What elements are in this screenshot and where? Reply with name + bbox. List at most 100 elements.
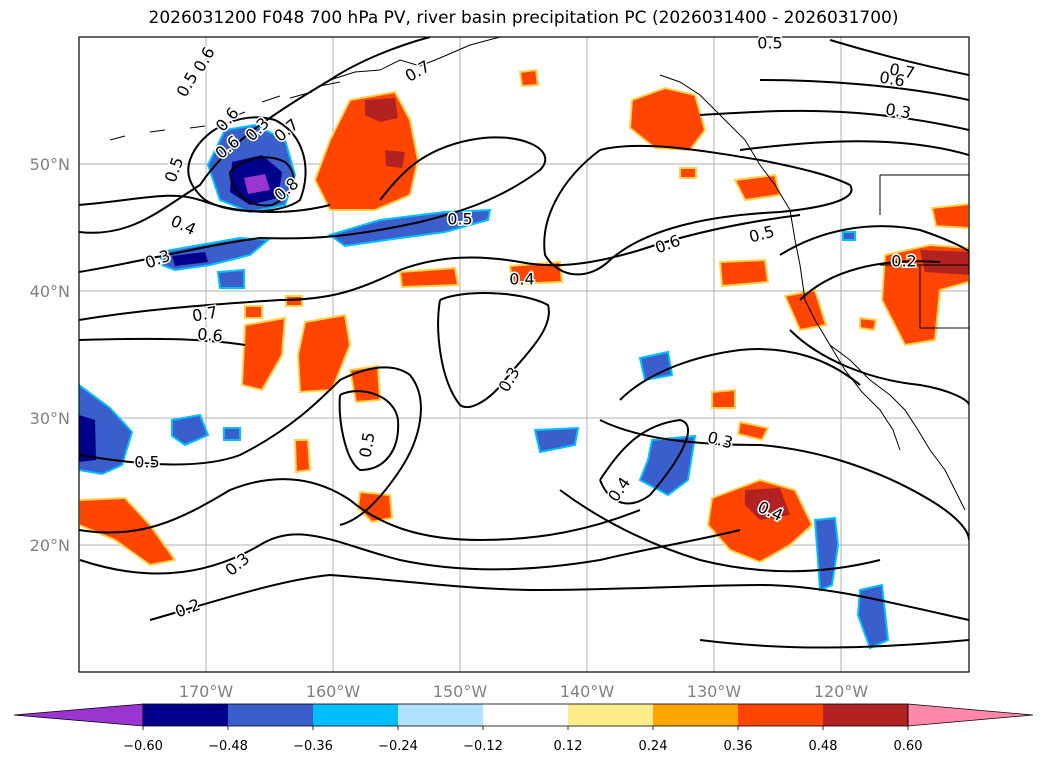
pv-contour bbox=[437, 292, 550, 408]
lat-tick-label: 40°N bbox=[30, 282, 70, 301]
negative-area bbox=[533, 426, 580, 454]
coastline-inland bbox=[879, 174, 969, 329]
colorbar-segment bbox=[823, 704, 908, 726]
positive-area bbox=[733, 173, 782, 202]
pv-contour bbox=[799, 260, 941, 301]
colorbar-tick-label: 0.24 bbox=[639, 739, 668, 754]
colorbar-tick-label: −0.60 bbox=[123, 739, 163, 754]
negative-precip-areas bbox=[79, 123, 890, 650]
contour-label: 0.6 bbox=[878, 67, 906, 90]
positive-area bbox=[628, 86, 707, 152]
contour-label: 0.5 bbox=[355, 431, 378, 459]
positive-area bbox=[385, 150, 405, 168]
contour-label: 0.5 bbox=[757, 34, 782, 53]
pv-contour bbox=[779, 225, 969, 256]
contour-label: 0.6 bbox=[197, 324, 224, 345]
contour-label: 0.5 bbox=[447, 210, 472, 229]
negative-area bbox=[327, 208, 492, 248]
pv-contour bbox=[599, 419, 969, 541]
lon-tick-label: 140°W bbox=[560, 682, 615, 701]
colorbar-tick-label: −0.36 bbox=[293, 739, 333, 754]
positive-area bbox=[920, 250, 969, 275]
positive-area bbox=[296, 313, 352, 394]
positive-area bbox=[859, 316, 878, 332]
colorbar-segment bbox=[228, 704, 313, 726]
contour-label: 0.4 bbox=[509, 270, 534, 289]
colorbar-tick-label: −0.12 bbox=[463, 739, 503, 754]
colorbar-extend-min bbox=[13, 703, 144, 727]
positive-area bbox=[240, 316, 287, 392]
pv-contour bbox=[599, 418, 690, 505]
pv-contour bbox=[543, 144, 853, 276]
coastline-aleutians bbox=[109, 81, 341, 141]
negative-area bbox=[172, 252, 208, 266]
positive-area bbox=[508, 260, 564, 286]
pv-contour bbox=[187, 116, 307, 213]
colorbar-border bbox=[142, 703, 909, 727]
colorbar-segment bbox=[568, 704, 653, 726]
positive-area bbox=[679, 167, 697, 179]
positive-area bbox=[736, 420, 770, 442]
colorbar-segment bbox=[143, 704, 228, 726]
colorbar-tick-label: 0.48 bbox=[809, 739, 838, 754]
coastline-alaska bbox=[329, 37, 501, 81]
colorbar-tick-label: −0.48 bbox=[208, 739, 248, 754]
pv-contour bbox=[79, 337, 246, 346]
positive-area bbox=[285, 295, 303, 307]
pv-contours bbox=[79, 37, 969, 649]
lon-tick-label: 120°W bbox=[814, 682, 869, 701]
positive-area bbox=[244, 305, 263, 319]
positive-area bbox=[518, 68, 540, 88]
negative-area bbox=[638, 350, 674, 382]
coastline-north-america bbox=[659, 74, 966, 511]
positive-area bbox=[398, 266, 460, 289]
pv-contour bbox=[79, 214, 801, 321]
lon-tick-label: 160°W bbox=[306, 682, 361, 701]
positive-area bbox=[348, 364, 382, 404]
colorbar-tick-label: 0.60 bbox=[894, 739, 923, 754]
negative-area bbox=[79, 415, 96, 462]
lat-tick-label: 50°N bbox=[30, 155, 70, 174]
pv-contour bbox=[79, 37, 431, 234]
colorbar bbox=[13, 703, 1034, 727]
colorbar-segment bbox=[738, 704, 823, 726]
positive-area bbox=[293, 439, 312, 474]
colorbar-extend-max bbox=[907, 703, 1034, 727]
map-frame-border bbox=[78, 36, 970, 673]
pv-contour bbox=[229, 156, 295, 207]
pv-contour bbox=[699, 639, 969, 649]
pv-contour bbox=[789, 329, 969, 406]
pv-contour bbox=[829, 39, 969, 76]
lon-tick-labels: 170°W 160°W 150°W 140°W 130°W 120°W bbox=[179, 682, 869, 701]
pv-contour bbox=[79, 529, 741, 575]
contour-label: 0.7 bbox=[888, 59, 916, 82]
colorbar-tick-label: 0.36 bbox=[724, 739, 753, 754]
pv-contour bbox=[739, 140, 969, 156]
negative-area bbox=[842, 231, 856, 241]
negative-area bbox=[244, 174, 270, 194]
negative-area bbox=[813, 516, 840, 592]
lat-tick-label: 30°N bbox=[30, 409, 70, 428]
positive-area bbox=[711, 388, 736, 409]
colorbar-tick-label: −0.24 bbox=[378, 739, 418, 754]
pv-contour bbox=[619, 348, 861, 401]
contour-label: 0.5 bbox=[134, 453, 159, 472]
colorbar-segment bbox=[653, 704, 738, 726]
negative-area bbox=[223, 427, 241, 441]
colorbar-segment bbox=[313, 704, 398, 726]
negative-area bbox=[171, 413, 210, 447]
pv-contour bbox=[338, 390, 400, 472]
positive-area bbox=[365, 98, 398, 122]
positive-area bbox=[706, 478, 814, 564]
coastline-baja bbox=[829, 344, 901, 451]
positive-area bbox=[783, 288, 828, 332]
colorbar-tick-label: 0.12 bbox=[554, 739, 583, 754]
positive-area bbox=[745, 488, 790, 520]
lat-tick-labels: 50°N 40°N 30°N 20°N bbox=[30, 155, 70, 555]
lon-tick-label: 130°W bbox=[687, 682, 742, 701]
positive-area bbox=[930, 202, 969, 230]
pv-contour bbox=[79, 478, 641, 542]
pv-contour bbox=[79, 194, 331, 213]
pv-contour bbox=[79, 366, 422, 526]
